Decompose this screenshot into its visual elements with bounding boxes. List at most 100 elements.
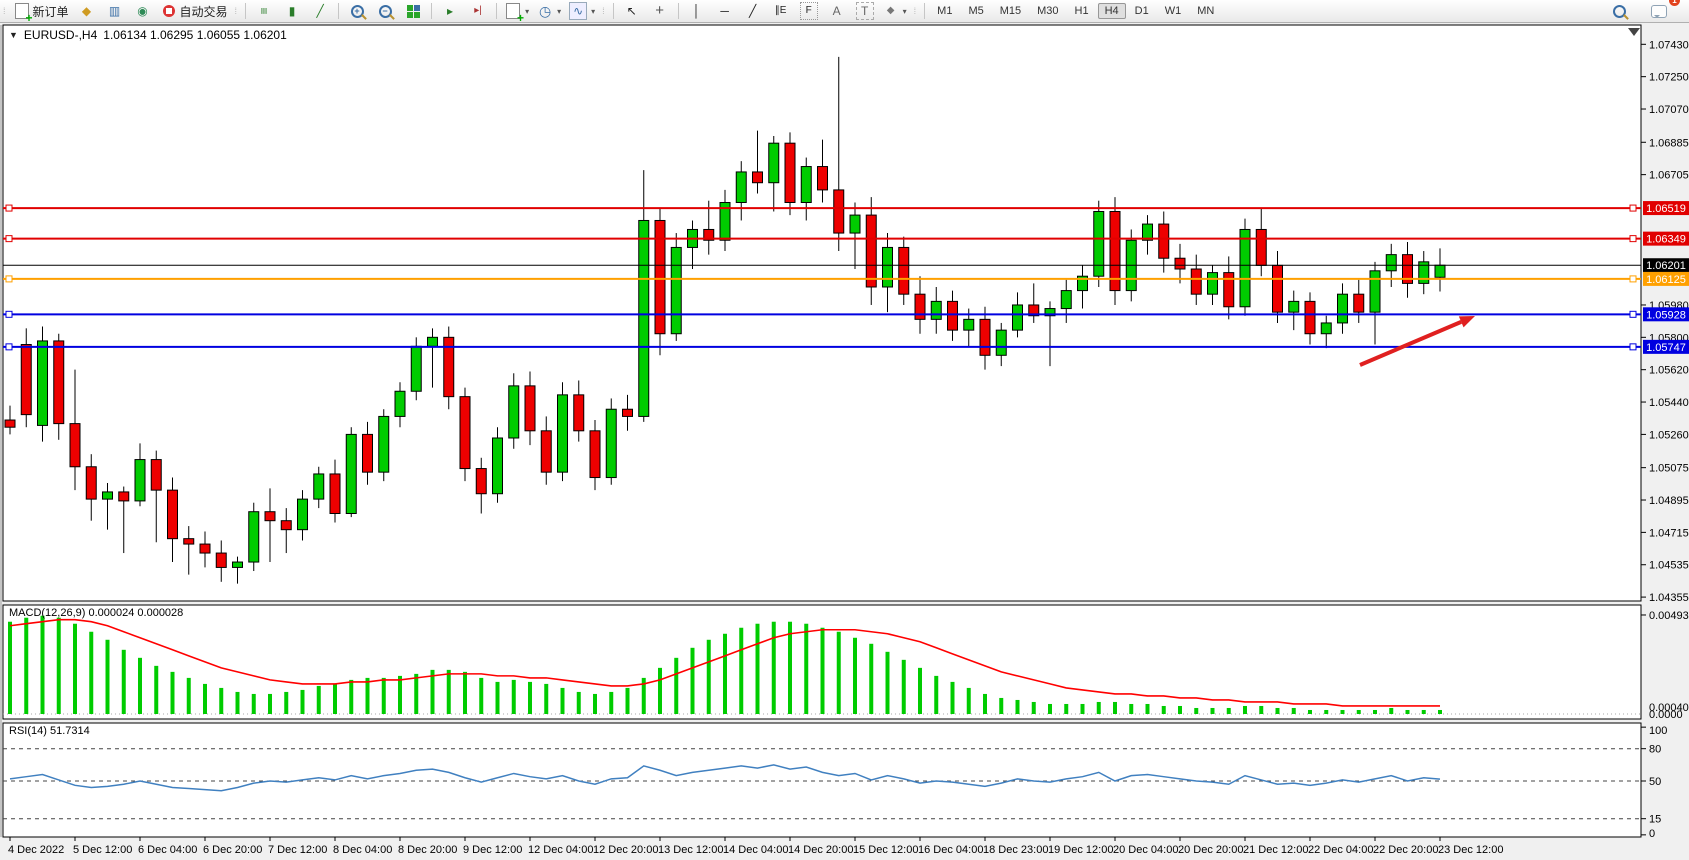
vertical-line-icon: │ — [692, 4, 701, 18]
new-chart-icon: + — [505, 3, 524, 24]
svg-text:1.06125: 1.06125 — [1646, 274, 1686, 286]
toolbar-grip: ⁞ — [913, 6, 918, 16]
svg-text:0: 0 — [1649, 828, 1655, 840]
text-button[interactable]: A — [824, 1, 850, 21]
svg-text:6 Dec 20:00: 6 Dec 20:00 — [203, 844, 262, 856]
cursor-icon: ↖ — [626, 4, 637, 18]
period-clock-icon: ◷ — [538, 3, 552, 19]
toolbar-grip: ⁞ — [602, 6, 606, 16]
line-chart-button[interactable]: ╱ — [307, 1, 333, 21]
search-button[interactable] — [1606, 1, 1632, 21]
zoom-in-icon: + — [349, 3, 365, 19]
svg-text:19 Dec 12:00: 19 Dec 12:00 — [1048, 844, 1113, 856]
svg-text:8 Dec 20:00: 8 Dec 20:00 — [398, 844, 457, 856]
candlestick-button[interactable]: ▮ — [279, 1, 305, 21]
cursor-button[interactable]: ↖ — [619, 1, 645, 21]
auto-trading-label: 自动交易 — [179, 4, 228, 19]
chevron-down-icon: ▾ — [591, 6, 596, 16]
svg-text:22 Dec 20:00: 22 Dec 20:00 — [1373, 844, 1438, 856]
chat-button[interactable]: 1 — [1646, 0, 1680, 21]
svg-text:1.07250: 1.07250 — [1649, 72, 1689, 84]
svg-text:7 Dec 12:00: 7 Dec 12:00 — [268, 844, 327, 856]
navigator-icon: ◉ — [137, 4, 148, 18]
bar-chart-button[interactable]: ≡ — [251, 1, 277, 21]
timeframe-MN[interactable]: MN — [1197, 5, 1215, 17]
crosshair-button[interactable]: + — [647, 1, 673, 21]
svg-text:23 Dec 12:00: 23 Dec 12:00 — [1438, 844, 1503, 856]
styles-button[interactable]: ◆ — [74, 1, 100, 21]
symbol-dropdown-icon[interactable]: ▼ — [9, 30, 18, 40]
macd-label: MACD(12,26,9) 0.000024 0.000028 — [9, 607, 184, 619]
vertical-line-button[interactable]: │ — [684, 1, 710, 21]
text-icon: A — [832, 4, 841, 18]
zoom-out-button[interactable]: − — [372, 1, 398, 21]
separator — [496, 3, 498, 19]
svg-text:18 Dec 23:00: 18 Dec 23:00 — [983, 844, 1048, 856]
timeframe-H1[interactable]: H1 — [1074, 5, 1089, 17]
zoom-in-button[interactable]: + — [344, 1, 370, 21]
new-chart-button[interactable]: + ▾ — [502, 1, 532, 24]
svg-text:1.04715: 1.04715 — [1649, 527, 1689, 539]
svg-text:22 Dec 04:00: 22 Dec 04:00 — [1308, 844, 1373, 856]
separator — [245, 3, 247, 19]
chat-icon — [1651, 4, 1667, 18]
styles-icon: ◆ — [81, 4, 92, 18]
svg-text:1.06705: 1.06705 — [1649, 170, 1689, 182]
timeframe-M15[interactable]: M15 — [999, 5, 1022, 17]
horizontal-line-button[interactable]: ─ — [712, 1, 738, 21]
period-button[interactable]: ◷ ▾ — [534, 1, 564, 21]
svg-text:0.000403: 0.000403 — [1649, 702, 1689, 714]
svg-text:20 Dec 04:00: 20 Dec 04:00 — [1113, 844, 1178, 856]
svg-text:1.05620: 1.05620 — [1649, 365, 1689, 377]
svg-text:0.004936: 0.004936 — [1649, 610, 1689, 622]
svg-text:12 Dec 20:00: 12 Dec 20:00 — [593, 844, 658, 856]
indicators-button[interactable]: ∿ ▾ — [566, 1, 598, 21]
svg-text:1.06519: 1.06519 — [1646, 203, 1686, 215]
auto-trading-icon — [161, 3, 177, 19]
crosshair-icon: + — [655, 2, 664, 19]
timeframe-H4[interactable]: H4 — [1097, 3, 1126, 19]
equidistant-channel-button[interactable]: ∥E — [768, 1, 794, 21]
arrows-button[interactable]: ◆ ▾ — [880, 1, 910, 21]
zoom-out-icon: − — [377, 3, 393, 19]
toolbar-right: 1 — [1605, 0, 1689, 21]
market-watch-button[interactable]: ▥ — [102, 1, 128, 21]
arrows-icon: ◆ — [886, 5, 895, 16]
svg-text:1.04535: 1.04535 — [1649, 560, 1689, 572]
svg-text:1.06349: 1.06349 — [1646, 234, 1686, 246]
svg-text:50: 50 — [1649, 776, 1661, 788]
new-order-button[interactable]: + 新订单 — [11, 1, 72, 24]
text-label-button[interactable]: T — [852, 1, 878, 21]
auto-trading-button[interactable]: 自动交易 — [158, 1, 231, 21]
svg-text:5 Dec 12:00: 5 Dec 12:00 — [73, 844, 132, 856]
svg-text:80: 80 — [1649, 744, 1661, 756]
timeframe-W1[interactable]: W1 — [1164, 5, 1182, 17]
chevron-down-icon: ▾ — [525, 6, 530, 16]
svg-text:4 Dec 2022: 4 Dec 2022 — [8, 844, 64, 856]
svg-text:1.06885: 1.06885 — [1649, 137, 1689, 149]
tile-windows-button[interactable] — [400, 1, 426, 21]
svg-text:14 Dec 04:00: 14 Dec 04:00 — [723, 844, 788, 856]
svg-text:1.05747: 1.05747 — [1646, 342, 1686, 354]
equidistant-channel-icon: ∥E — [774, 5, 787, 16]
chevron-down-icon: ▾ — [557, 6, 562, 16]
svg-text:21 Dec 12:00: 21 Dec 12:00 — [1243, 844, 1308, 856]
svg-text:1.05440: 1.05440 — [1649, 397, 1689, 409]
fibonacci-button[interactable]: F — [796, 1, 822, 21]
symbol-title: EURUSD-,H4 — [23, 28, 98, 42]
ohlc-values: 1.06134 1.06295 1.06055 1.06201 — [103, 28, 287, 42]
timeframe-D1[interactable]: D1 — [1134, 5, 1149, 17]
timeframe-M1[interactable]: M1 — [937, 5, 953, 17]
toolbar-grip[interactable]: ⁞ — [3, 6, 7, 16]
svg-text:1.04895: 1.04895 — [1649, 495, 1689, 507]
auto-scroll-button[interactable]: ▸ — [437, 1, 463, 21]
line-chart-icon: ╱ — [316, 4, 324, 18]
svg-text:14 Dec 20:00: 14 Dec 20:00 — [788, 844, 853, 856]
timeframe-M5[interactable]: M5 — [968, 5, 984, 17]
trendline-button[interactable]: ╱ — [740, 1, 766, 21]
chart-shift-button[interactable]: ▸| — [465, 1, 491, 21]
navigator-button[interactable]: ◉ — [130, 1, 156, 21]
separator — [338, 3, 340, 19]
timeframe-M30[interactable]: M30 — [1037, 5, 1059, 17]
